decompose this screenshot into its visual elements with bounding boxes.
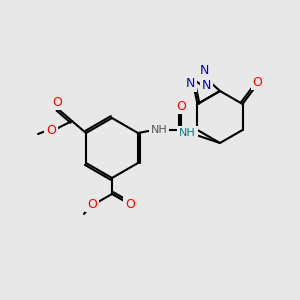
Text: O: O xyxy=(176,100,186,112)
Text: O: O xyxy=(125,199,135,212)
Text: O: O xyxy=(253,76,262,88)
Text: NH: NH xyxy=(179,128,196,138)
Text: NH: NH xyxy=(151,125,167,135)
Text: N: N xyxy=(200,64,209,77)
Text: O: O xyxy=(46,124,56,137)
Text: O: O xyxy=(87,197,97,211)
Text: N: N xyxy=(185,77,195,90)
Text: O: O xyxy=(52,95,62,109)
Text: N: N xyxy=(202,79,211,92)
